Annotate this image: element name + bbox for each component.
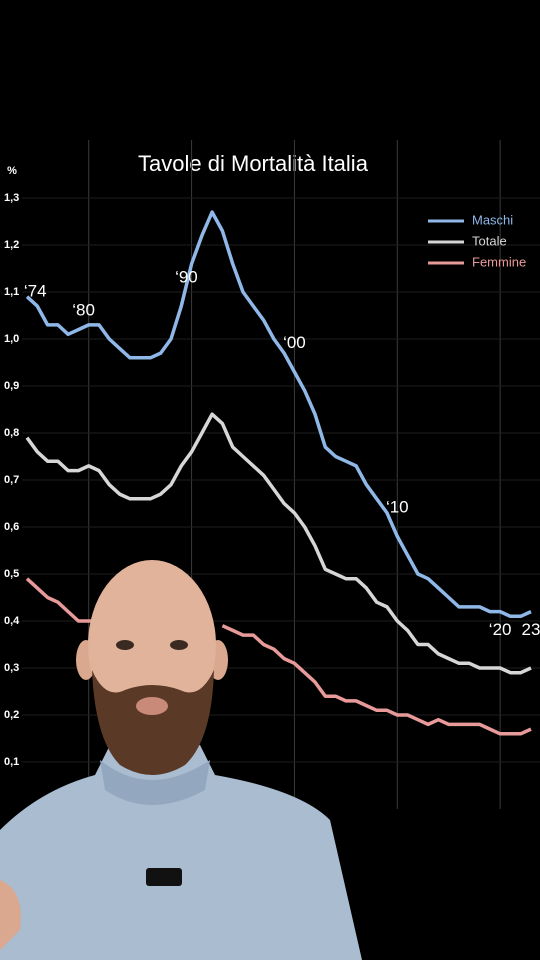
chart-title: Tavole di Mortalità Italia: [138, 151, 369, 176]
annotation: 23: [522, 620, 540, 639]
legend-label: Femmine: [472, 254, 526, 269]
annotation: ‘20: [489, 620, 512, 639]
annotation: ‘00: [283, 333, 306, 352]
mouth: [136, 697, 168, 715]
annotation: ‘10: [386, 498, 409, 517]
head: [88, 560, 216, 730]
presenter: [0, 560, 362, 960]
beard: [92, 670, 214, 775]
y-tick-label: 0,5: [4, 568, 19, 580]
microphone: [146, 868, 182, 886]
hand: [0, 880, 21, 950]
y-tick-label: 0,2: [4, 709, 19, 721]
y-tick-label: 0,8: [4, 427, 19, 439]
y-axis-label: %: [7, 165, 17, 177]
series-line: [25, 577, 532, 736]
y-tick-label: 1,2: [4, 239, 19, 251]
y-tick-label: 1,3: [4, 192, 19, 204]
legend-label: Maschi: [472, 212, 513, 227]
y-tick-label: 0,4: [4, 615, 20, 627]
series-line: [25, 412, 532, 675]
y-tick-label: 1,1: [4, 286, 19, 298]
labels: 0,1 0,2 0,3 0,4 0,5 0,6 0,7 0,8 0,9 1,0 1,1 1,2 1,3 ‘…: [4, 192, 540, 768]
annotation: ‘74: [24, 281, 47, 300]
y-tick-label: 0,9: [4, 380, 19, 392]
y-tick-label: 0,3: [4, 662, 19, 674]
annotation: ‘90: [175, 267, 198, 286]
y-tick-label: 0,1: [4, 756, 19, 768]
eye: [116, 640, 134, 650]
annotation: ‘80: [72, 300, 95, 319]
y-tick-label: 0,6: [4, 521, 19, 533]
collar: [100, 760, 210, 805]
lines: [25, 210, 532, 736]
series-line: [25, 210, 532, 619]
shirt: [0, 745, 362, 960]
y-tick-label: 1,0: [4, 333, 19, 345]
y-tick-label: 0,7: [4, 474, 19, 486]
eye: [170, 640, 188, 650]
legend-label: Totale: [472, 233, 507, 248]
